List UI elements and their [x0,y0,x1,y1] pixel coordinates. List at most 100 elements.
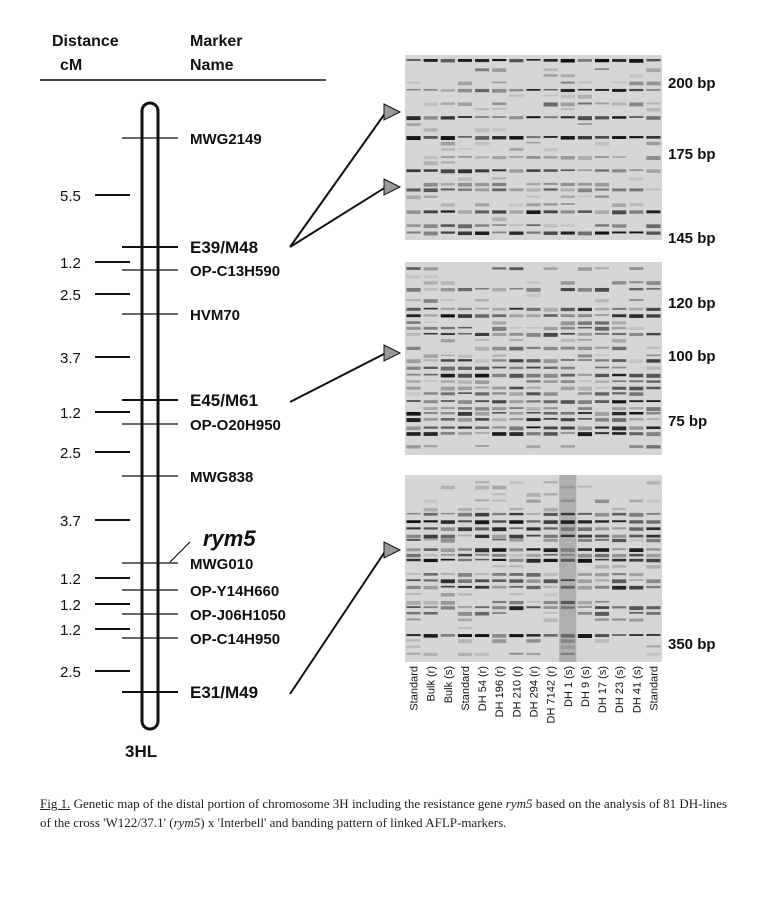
gel-band [612,392,627,395]
gel-band [560,81,575,84]
gel-band [406,618,421,621]
gel-band [440,392,455,396]
gel-band [475,445,490,447]
gel-band [612,432,627,435]
gel-band [475,141,490,146]
gel-band [440,141,455,146]
gel-band [492,600,507,604]
gel-band [509,169,524,173]
gel-band [594,426,610,429]
gel-band [457,354,473,358]
gel-band [646,558,661,563]
gel-band [594,499,610,504]
gel-band [457,400,473,404]
gel-band [492,128,507,132]
gel-band [629,136,644,139]
gel-band [543,148,558,152]
gel-band [526,195,541,198]
gel-band [646,418,661,421]
gel-band [423,520,438,523]
gel-band [612,210,627,215]
gel-band [440,354,455,357]
gel-band [629,548,644,552]
gel-band [457,512,473,517]
gel-band [492,418,507,422]
marker-label: E45/M61 [190,391,258,410]
gel-band [457,359,473,362]
lane-label: DH 294 (r) [529,666,541,717]
lane-label: DH 9 (s) [580,666,592,707]
gel-band [509,287,524,290]
gel-band [560,585,575,589]
gel-band [423,606,438,609]
gel-band [423,281,438,285]
gel-band [440,287,455,292]
gel-band [406,432,421,436]
gel-band [612,407,627,411]
gel-band [475,224,490,227]
gel-band [406,210,421,214]
gel-band [560,553,575,556]
gel-band [594,520,610,523]
gel-band [509,156,524,158]
gel-band [492,579,507,582]
lane-label: DH 196 (r) [494,666,506,717]
gel-band [629,81,644,86]
gel-band [577,267,592,271]
gel-band [629,418,644,421]
gel-band [509,585,524,588]
gel-band [475,548,490,553]
caption-gene: rym5 [505,796,533,811]
gel-band [457,593,473,596]
gel-band [560,426,575,430]
gel-band [560,639,575,644]
gel-band [629,606,644,611]
gel-panel [405,55,662,240]
gel-band [526,346,541,350]
gel-band [543,359,558,363]
gel-band [577,548,592,551]
gel-band [509,534,524,539]
gel-band [577,195,592,198]
gel-band [543,346,558,351]
gel-band [629,634,644,636]
gel-band [612,156,627,158]
gel-band [475,611,490,616]
gel-band [543,634,558,637]
gel-band [509,573,524,576]
distance-label: 2.5 [60,664,81,681]
gel-band [440,339,455,343]
gel-band [577,527,592,532]
gel-band [475,68,490,72]
gel-band [457,116,473,118]
gel-band [543,59,558,62]
marker-label: OP-Y14H660 [190,583,279,600]
gel-band [543,182,558,185]
gel-band [543,534,558,538]
gel-band [612,400,627,404]
gel-band [577,606,592,608]
gel-band [646,411,661,415]
gel-band [406,548,421,552]
gel-band [543,418,558,420]
gel-band [475,346,490,351]
gel-band [423,558,438,563]
gel-band [560,534,575,538]
gel-band [526,600,541,603]
gel-band [406,373,421,376]
gel-band [612,618,627,621]
gel-band [440,553,455,556]
gel-band [629,573,644,577]
gel-band [492,585,507,589]
gel-band [475,606,490,609]
gel-band [509,507,524,511]
gel-band [423,652,438,656]
gel-band [475,169,490,173]
gel-band [526,156,541,159]
gel-band [457,634,473,638]
gel-band [492,558,507,561]
gel-band [526,585,541,590]
gel-band [560,74,575,78]
gel-band [509,548,524,552]
gel-band [646,141,661,146]
